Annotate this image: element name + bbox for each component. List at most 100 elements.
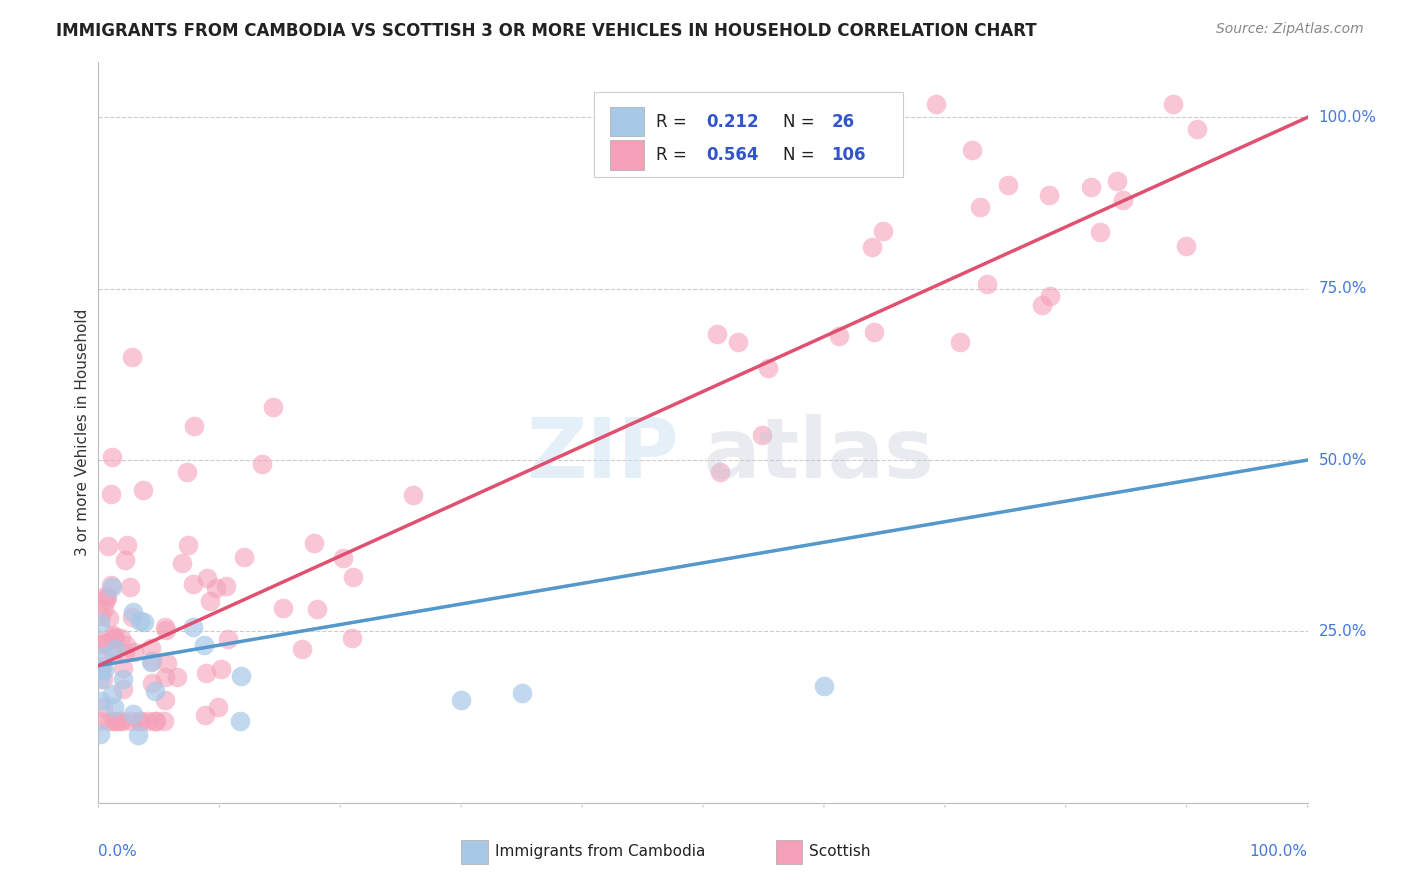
Point xyxy=(153,620,176,634)
Point xyxy=(342,570,364,584)
Point xyxy=(273,601,295,615)
Point xyxy=(121,350,143,364)
Point xyxy=(93,635,115,649)
Point xyxy=(706,326,728,341)
Point xyxy=(145,714,167,728)
Point xyxy=(1080,180,1102,194)
Point xyxy=(143,714,166,728)
Point xyxy=(115,538,138,552)
Point xyxy=(103,699,125,714)
Point xyxy=(166,669,188,683)
Text: IMMIGRANTS FROM CAMBODIA VS SCOTTISH 3 OR MORE VEHICLES IN HOUSEHOLD CORRELATION: IMMIGRANTS FROM CAMBODIA VS SCOTTISH 3 O… xyxy=(56,22,1036,40)
Point xyxy=(89,727,111,741)
Text: 0.564: 0.564 xyxy=(707,146,759,164)
Point xyxy=(997,178,1019,192)
Point xyxy=(100,487,122,501)
Bar xyxy=(610,140,644,169)
Point xyxy=(97,539,120,553)
Text: R =: R = xyxy=(655,146,692,164)
Text: 106: 106 xyxy=(831,146,866,164)
Point xyxy=(262,400,284,414)
Point xyxy=(93,663,115,677)
Point xyxy=(110,632,132,646)
Point xyxy=(969,200,991,214)
Point xyxy=(205,581,228,595)
Point xyxy=(860,240,883,254)
Point xyxy=(207,700,229,714)
Bar xyxy=(461,840,488,863)
Point xyxy=(155,623,177,637)
Point xyxy=(194,708,217,723)
Point xyxy=(89,615,111,630)
Point xyxy=(122,605,145,619)
Point xyxy=(177,539,200,553)
Point xyxy=(127,728,149,742)
Point xyxy=(217,632,239,647)
Point xyxy=(121,610,143,624)
Point xyxy=(949,334,972,349)
Point xyxy=(863,326,886,340)
Point xyxy=(291,642,314,657)
Point xyxy=(129,614,152,628)
Text: 25.0%: 25.0% xyxy=(1319,624,1367,639)
Point xyxy=(93,602,115,616)
Point xyxy=(209,662,232,676)
Point xyxy=(153,693,176,707)
Point xyxy=(153,670,176,684)
Point xyxy=(233,550,256,565)
Point xyxy=(128,714,150,728)
Point xyxy=(250,457,273,471)
Point xyxy=(98,714,121,728)
Point xyxy=(129,714,152,728)
Text: N =: N = xyxy=(783,112,820,130)
Point xyxy=(510,686,533,700)
Point xyxy=(108,714,131,728)
Point xyxy=(131,483,153,498)
Point xyxy=(195,571,218,585)
Point xyxy=(141,676,163,690)
Point xyxy=(215,579,238,593)
Point xyxy=(1039,289,1062,303)
Point xyxy=(827,329,849,343)
Text: N =: N = xyxy=(783,146,820,164)
Point xyxy=(751,428,773,442)
Point xyxy=(90,659,112,673)
Point xyxy=(924,96,946,111)
Point xyxy=(139,641,162,656)
Point xyxy=(181,620,204,634)
Point xyxy=(872,223,894,237)
Point xyxy=(120,714,142,728)
Point xyxy=(103,714,125,728)
Text: atlas: atlas xyxy=(703,414,934,495)
Point xyxy=(90,609,112,624)
Point xyxy=(709,465,731,479)
Text: 100.0%: 100.0% xyxy=(1250,844,1308,859)
Point xyxy=(450,693,472,707)
Point xyxy=(340,631,363,645)
Point xyxy=(1088,225,1111,239)
Point xyxy=(89,714,111,728)
Text: R =: R = xyxy=(655,112,692,130)
Point xyxy=(194,665,217,680)
Point xyxy=(114,638,136,652)
Point xyxy=(198,593,221,607)
Point xyxy=(1031,298,1053,312)
Point xyxy=(101,580,124,594)
Point xyxy=(101,631,124,645)
Point xyxy=(332,550,354,565)
Point xyxy=(122,706,145,721)
Text: 0.212: 0.212 xyxy=(707,112,759,130)
Text: Source: ZipAtlas.com: Source: ZipAtlas.com xyxy=(1216,22,1364,37)
Point xyxy=(90,694,112,708)
Point xyxy=(100,578,122,592)
Point xyxy=(145,683,167,698)
Point xyxy=(156,656,179,670)
Point xyxy=(90,639,112,653)
Point xyxy=(1111,193,1133,207)
Point xyxy=(96,590,118,604)
Point xyxy=(103,630,125,644)
Point xyxy=(181,576,204,591)
Text: 50.0%: 50.0% xyxy=(1319,452,1367,467)
Point xyxy=(139,656,162,670)
Point xyxy=(114,646,136,660)
